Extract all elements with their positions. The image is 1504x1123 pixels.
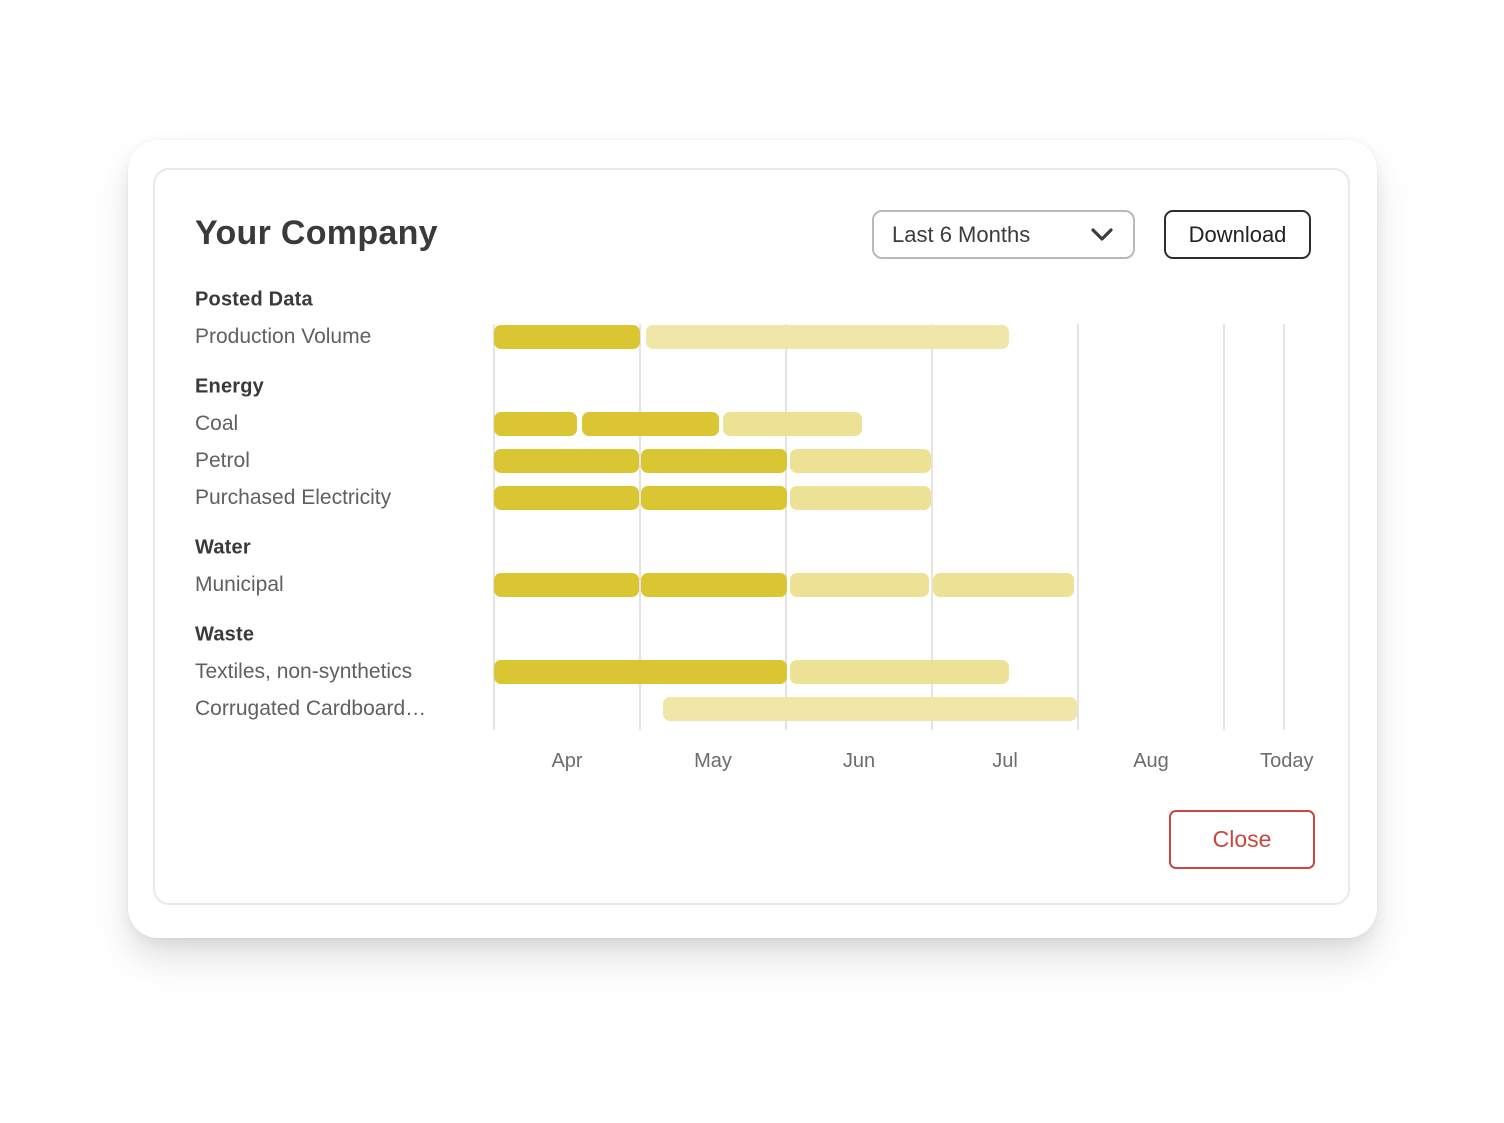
date-range-value: Last 6 Months <box>892 221 1031 247</box>
month-gridline <box>1077 324 1079 730</box>
gantt-bar-segment <box>663 697 1077 721</box>
row-label: Corrugated Cardboard… <box>195 697 427 720</box>
gantt-bar-segment <box>790 660 1010 684</box>
gantt-bar-segment <box>494 412 578 436</box>
month-gridline <box>1282 324 1285 730</box>
axis-tick-label: Aug <box>1133 750 1169 772</box>
gantt-bar-segment <box>790 573 930 597</box>
category-group-label: Water <box>195 536 251 559</box>
category-group-label: Waste <box>195 623 255 646</box>
gantt-bar-segment <box>494 660 788 684</box>
row-label: Municipal <box>195 573 284 596</box>
chevron-down-icon <box>1091 227 1113 242</box>
row-label: Production Volume <box>195 325 372 348</box>
gantt-bar-segment <box>790 449 931 473</box>
gantt-bar-segment <box>494 573 639 597</box>
gantt-bar-segment <box>641 573 788 597</box>
row-label: Coal <box>195 412 239 435</box>
gantt-bar-segment <box>494 486 639 510</box>
month-gridline <box>493 324 495 730</box>
date-range-select[interactable]: Last 6 Months <box>872 210 1135 259</box>
month-gridline <box>785 324 787 730</box>
row-label: Purchased Electricity <box>195 486 392 509</box>
gantt-bar-segment <box>723 412 862 436</box>
gantt-bar-segment <box>790 486 931 510</box>
axis-tick-label: Today <box>1260 750 1314 772</box>
page-title: Your Company <box>195 214 438 252</box>
download-button[interactable]: Download <box>1164 210 1311 259</box>
close-button[interactable]: Close <box>1169 810 1315 869</box>
axis-tick-label: May <box>694 750 732 772</box>
gantt-bar-segment <box>641 449 788 473</box>
axis-tick-label: Apr <box>551 750 583 772</box>
gantt-chart: Posted Data Production Volume Energy Coal Pe… <box>155 170 1348 903</box>
month-gridline <box>639 324 641 730</box>
axis-tick-label: Jun <box>842 750 876 772</box>
gantt-bar-segment <box>641 486 788 510</box>
gantt-bar-segment <box>645 325 1010 349</box>
row-label: Petrol <box>195 449 250 472</box>
month-gridline <box>1223 324 1225 730</box>
gantt-bar-segment <box>494 449 639 473</box>
month-gridline <box>931 324 933 730</box>
category-group-label: Posted Data <box>195 288 313 311</box>
gantt-bar-segment <box>494 325 640 349</box>
report-panel: Your Company Last 6 Months Download Post… <box>153 168 1350 905</box>
gantt-bar-segment <box>581 412 719 436</box>
row-label: Textiles, non-synthetics <box>195 660 413 683</box>
category-group-label: Energy <box>195 375 265 398</box>
company-report-modal: Your Company Last 6 Months Download Post… <box>128 140 1377 938</box>
gantt-bar-segment <box>933 573 1074 597</box>
axis-tick-label: Jul <box>992 750 1018 772</box>
